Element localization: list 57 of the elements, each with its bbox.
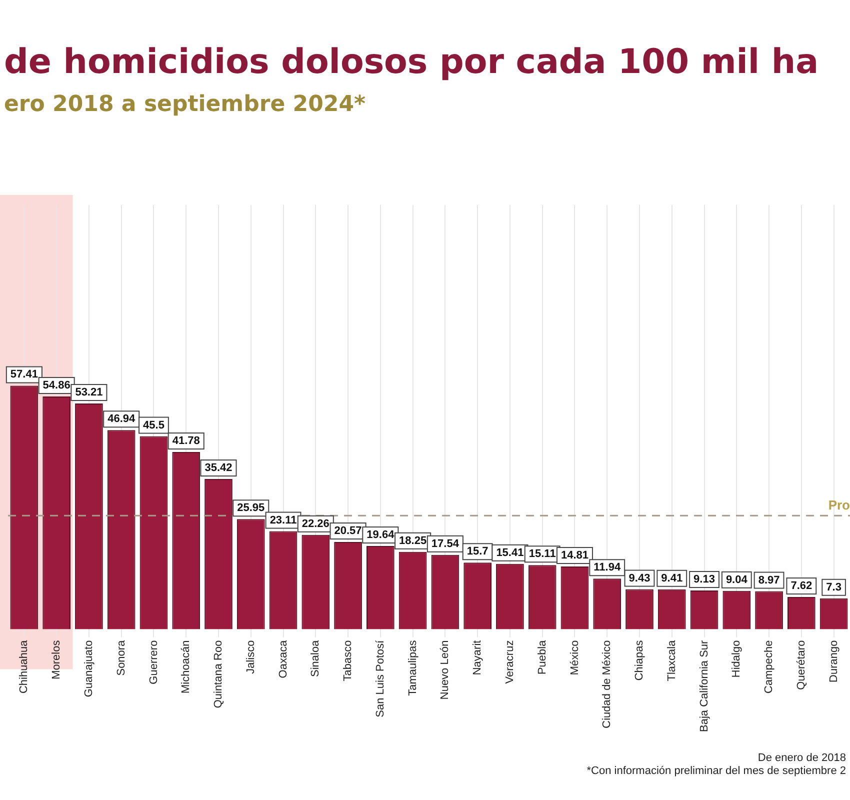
x-tick-label: Puebla [536, 639, 548, 675]
x-tick-label: Sinaloa [310, 639, 322, 677]
x-tick-label: Querétaro [795, 640, 808, 690]
data-label: 15.41 [496, 546, 524, 559]
data-label: 53.21 [75, 386, 103, 399]
text: De enero de 2018 [756, 752, 846, 765]
ref-line-label: Pro [828, 498, 850, 513]
data-label: 54.86 [42, 380, 70, 392]
data-label: 20.57 [334, 525, 362, 538]
x-tick-label: Chiapas [634, 640, 646, 681]
x-tick-label: Hidalgo [730, 640, 743, 678]
x-tick-label: México [568, 640, 581, 676]
x-tick-label: Quintana Roo [212, 640, 225, 708]
chart-title: de homicidios dolosos por cada 100 mil ha [4, 42, 819, 82]
text: *Con información preliminar del mes de septiembre 2 [586, 765, 846, 778]
data-label: 45.5 [143, 419, 164, 432]
x-tick-label: Chihuahua [18, 639, 30, 694]
x-tick-label: Jalisco [244, 640, 257, 674]
data-label: 35.42 [204, 462, 232, 474]
data-label: 17.54 [431, 538, 460, 550]
data-label: 8.97 [758, 574, 780, 586]
data-label: 9.13 [694, 574, 715, 586]
data-label: 22.26 [302, 518, 330, 530]
data-label: 7.3 [826, 581, 842, 594]
x-tick-label: Ciudad de México [601, 640, 614, 728]
data-label: 19.64 [366, 528, 396, 541]
x-tick-label: Veracruz [504, 640, 516, 684]
x-tick-label: Oaxaca [277, 639, 290, 678]
x-tick-label: Guanajuato [82, 640, 95, 698]
x-tick-label: Tabasco [342, 640, 354, 682]
x-tick-label: Tlaxcala [666, 639, 678, 682]
data-label: 7.62 [790, 580, 812, 592]
x-tick-label: Durango [828, 640, 840, 682]
x-tick-label: San Luis Potosí [374, 639, 386, 718]
data-label: 57.41 [10, 368, 38, 381]
x-tick-label: Nuevo León [439, 640, 452, 700]
x-tick-label: Sonora [115, 639, 128, 676]
data-label: 9.43 [628, 572, 650, 584]
data-label: 25.95 [237, 502, 265, 514]
data-label: 23.11 [270, 514, 297, 526]
x-tick-label: Tamaulipas [406, 640, 419, 696]
data-label: 18.25 [399, 534, 427, 547]
data-label: 9.04 [726, 574, 748, 586]
x-tick-label: Guerrero [148, 640, 160, 684]
x-tick-label: Campeche [763, 640, 776, 694]
data-label: 9.41 [661, 572, 683, 584]
data-label: 15.7 [466, 546, 488, 558]
data-label: 15.11 [528, 548, 556, 560]
chart-subtitle: ero 2018 a septiembre 2024* [4, 92, 366, 117]
x-tick-label: Baja California Sur [698, 640, 710, 732]
x-tick-label: Nayarit [472, 640, 484, 676]
data-label: 14.81 [560, 549, 588, 562]
x-tick-label: Morelos [50, 640, 63, 680]
x-tick-label: Michoacán [180, 640, 192, 694]
data-label: 11.94 [594, 562, 622, 574]
data-label: 41.78 [172, 435, 200, 448]
data-label: 46.94 [108, 413, 136, 426]
